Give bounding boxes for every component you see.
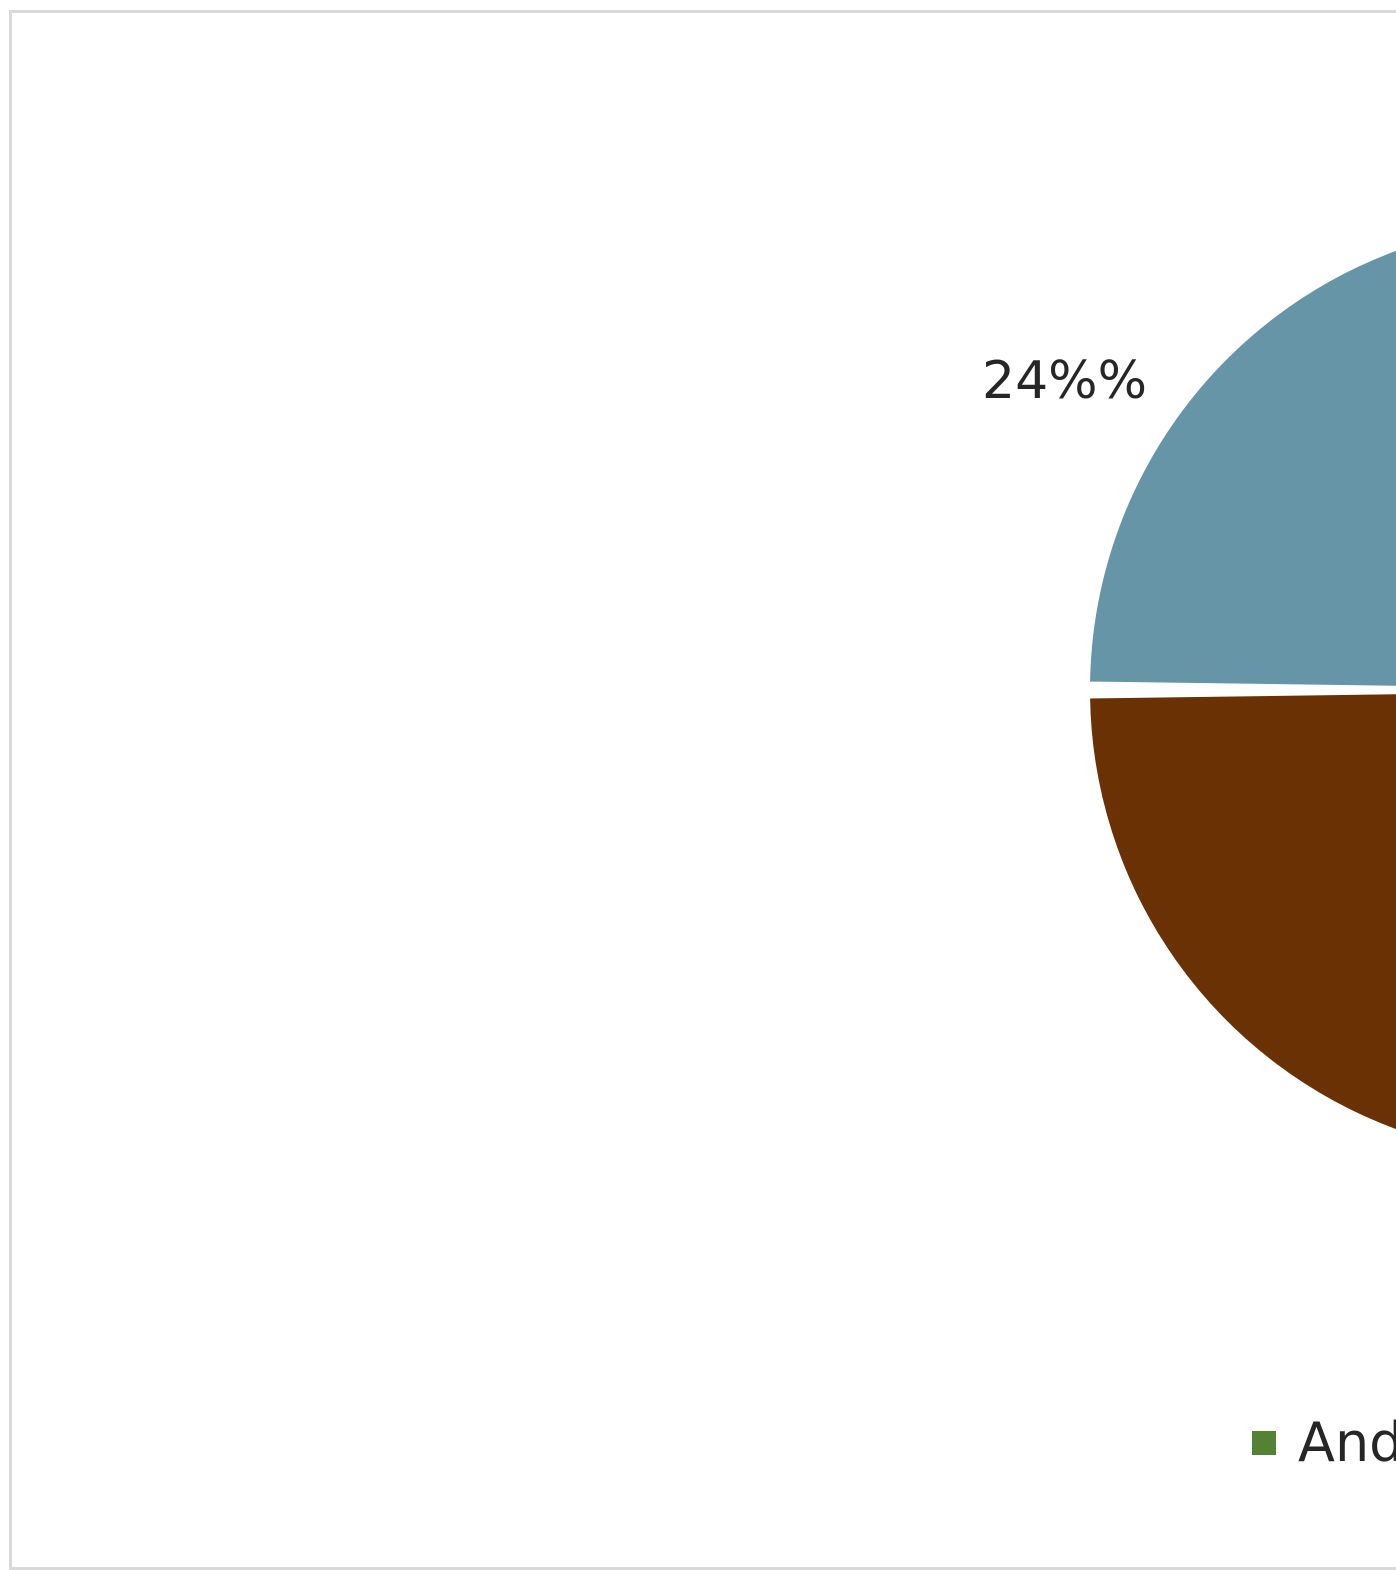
legend: And xyxy=(1252,1416,1396,1470)
pie-slices xyxy=(1086,246,1396,1134)
pie-slice-blue xyxy=(1086,246,1396,690)
legend-swatch-icon xyxy=(1252,1431,1276,1455)
data-label-blue-slice: 24%% xyxy=(982,351,1147,411)
pie-slice-brown xyxy=(1086,690,1396,1134)
legend-label: And xyxy=(1298,1411,1396,1474)
